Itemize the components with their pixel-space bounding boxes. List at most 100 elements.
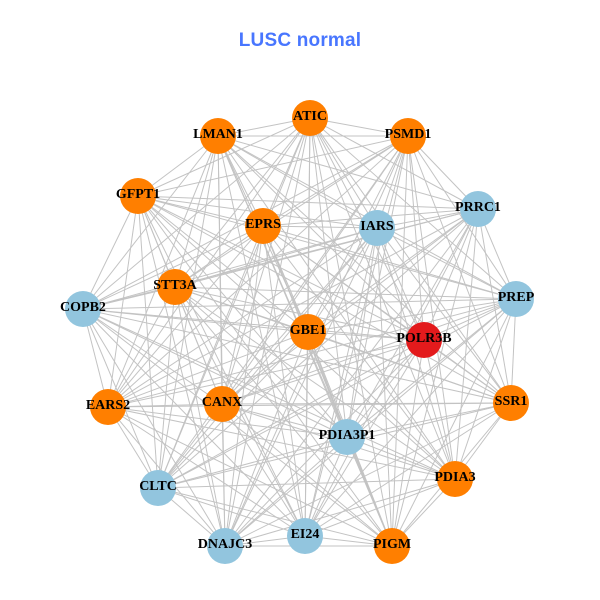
edge-COPB2-POLR3B (82, 308, 425, 341)
edge-PREP-CLTC (157, 298, 517, 489)
edge-PRRC1-EI24 (304, 208, 479, 537)
node-POLR3B (406, 322, 442, 358)
edge-SSR1-EI24 (304, 402, 512, 537)
edge-CANX-PDIA3P1 (221, 403, 348, 438)
edge-PRRC1-COPB2 (82, 208, 479, 310)
edge-GFPT1-DNAJC3 (137, 195, 226, 547)
edge-LMAN1-PRRC1 (217, 135, 479, 210)
edge-PDIA3P1-PDIA3 (346, 436, 456, 480)
node-label-EI24: EI24 (291, 527, 320, 542)
node-COPB2 (65, 291, 101, 327)
edge-PSMD1-STT3A (174, 135, 409, 288)
edge-IARS-EARS2 (107, 227, 378, 408)
edge-CLTC-PIGM (157, 487, 393, 547)
edge-PSMD1-EI24 (304, 135, 409, 537)
edge-PRRC1-EARS2 (107, 208, 479, 408)
edge-IARS-CLTC (157, 227, 378, 489)
node-label-EARS2: EARS2 (86, 398, 130, 413)
edge-GFPT1-EARS2 (107, 195, 139, 408)
edge-PSMD1-PDIA3P1 (346, 135, 409, 438)
edge-COPB2-PDIA3 (82, 308, 456, 480)
edge-SSR1-PDIA3P1 (346, 402, 512, 438)
edge-POLR3B-PDIA3P1 (346, 339, 425, 438)
edge-GBE1-EARS2 (107, 331, 309, 408)
edge-COPB2-PIGM (82, 308, 393, 547)
edge-CANX-DNAJC3 (221, 403, 226, 547)
edge-IARS-SSR1 (376, 227, 512, 404)
node-STT3A (157, 269, 193, 305)
edge-SSR1-DNAJC3 (224, 402, 512, 547)
edge-COPB2-DNAJC3 (82, 308, 226, 547)
edge-EPRS-EARS2 (107, 225, 264, 408)
node-label-PREP: PREP (498, 290, 535, 305)
edge-PRRC1-DNAJC3 (224, 208, 479, 547)
edge-PRRC1-PDIA3 (454, 208, 479, 480)
node-CLTC (140, 470, 176, 506)
edge-GBE1-EI24 (304, 331, 309, 537)
edge-PSMD1-PDIA3 (407, 135, 456, 480)
edge-PRRC1-CANX (221, 208, 479, 405)
edge-EARS2-PIGM (107, 406, 393, 547)
edge-PREP-GBE1 (307, 298, 517, 333)
node-PDIA3P1 (329, 419, 365, 455)
node-label-ATIC: ATIC (293, 109, 327, 124)
edge-EARS2-PDIA3 (107, 406, 456, 480)
edge-PSMD1-SSR1 (407, 135, 512, 404)
edge-COPB2-EI24 (82, 308, 306, 537)
edge-IARS-DNAJC3 (224, 227, 378, 547)
edge-PDIA3P1-CLTC (157, 436, 348, 489)
edge-GFPT1-SSR1 (137, 195, 512, 404)
edge-PREP-PIGM (391, 298, 517, 547)
edge-PDIA3-DNAJC3 (224, 478, 456, 547)
node-circles (65, 100, 534, 564)
edge-GFPT1-EPRS (137, 195, 264, 227)
edge-POLR3B-CANX (221, 339, 425, 405)
node-label-CLTC: CLTC (139, 479, 177, 494)
node-label-SSR1: SSR1 (495, 394, 528, 409)
edge-IARS-EI24 (304, 227, 378, 537)
node-EARS2 (90, 389, 126, 425)
edge-CANX-EI24 (221, 403, 306, 537)
edge-EPRS-CANX (221, 225, 264, 405)
edge-IARS-STT3A (174, 227, 378, 288)
node-PDIA3 (437, 461, 473, 497)
node-PSMD1 (390, 118, 426, 154)
edge-LMAN1-EARS2 (107, 135, 219, 408)
node-label-PIGM: PIGM (373, 537, 411, 552)
edge-PDIA3P1-DNAJC3 (224, 436, 348, 547)
edge-PSMD1-GFPT1 (137, 135, 409, 197)
node-CANX (204, 386, 240, 422)
edge-GFPT1-COPB2 (82, 195, 139, 310)
node-ATIC (292, 100, 328, 136)
edge-PRRC1-GBE1 (307, 208, 479, 333)
edge-POLR3B-CLTC (157, 339, 425, 489)
node-EPRS (245, 208, 281, 244)
edge-POLR3B-PDIA3 (423, 339, 456, 480)
edge-GBE1-CANX (221, 331, 309, 405)
node-label-GFPT1: GFPT1 (116, 187, 160, 202)
edge-CANX-PIGM (221, 403, 393, 547)
node-label-PDIA3P1: PDIA3P1 (319, 428, 376, 443)
edge-PREP-DNAJC3 (224, 298, 517, 547)
edge-EPRS-COPB2 (82, 225, 264, 310)
edge-EARS2-PDIA3P1 (107, 406, 348, 438)
edge-PDIA3P1-PIGM (346, 436, 393, 547)
edge-PREP-COPB2 (82, 298, 517, 310)
edge-ATIC-GFPT1 (137, 117, 311, 197)
edge-PREP-PDIA3P1 (346, 298, 517, 438)
node-label-CANX: CANX (202, 395, 242, 410)
edge-PREP-EI24 (304, 298, 517, 537)
edge-GFPT1-EI24 (137, 195, 306, 537)
edge-PSMD1-EPRS (262, 135, 409, 227)
node-IARS (359, 210, 395, 246)
edge-STT3A-PDIA3 (174, 286, 456, 480)
edge-ATIC-DNAJC3 (224, 117, 311, 547)
edge-EPRS-PREP (262, 225, 517, 300)
edge-ATIC-PIGM (309, 117, 393, 547)
edge-IARS-PDIA3P1 (346, 227, 378, 438)
node-DNAJC3 (207, 528, 243, 564)
node-GFPT1 (120, 178, 156, 214)
edge-EARS2-EI24 (107, 406, 306, 537)
node-label-LMAN1: LMAN1 (193, 127, 243, 142)
